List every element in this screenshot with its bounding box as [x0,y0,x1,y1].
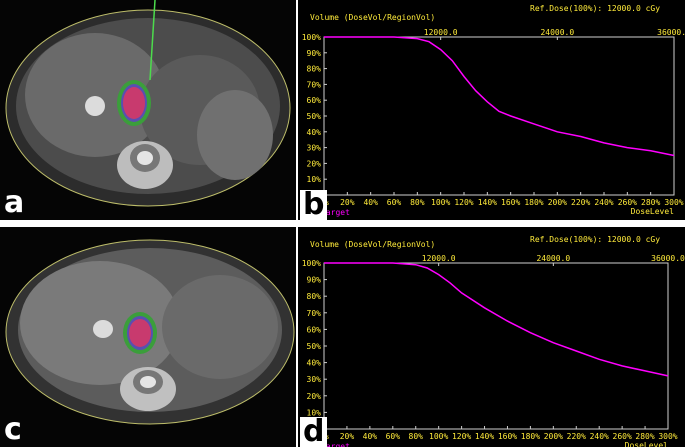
x-tick-label-b: 300% [664,198,683,207]
needle-trajectory-a [149,0,156,81]
y-tick-label-d: 60% [307,325,322,334]
ref-dose-b: Ref.Dose(100%): 12000.0 cGy [530,4,660,13]
x-tick-label-b: 80% [410,198,425,207]
top-tick-label-b: 36000.0 [657,28,685,37]
x-tick-label-b: 40% [363,198,378,207]
y-tick-label-b: 10% [307,175,322,184]
x-tick-label-d: 280% [635,432,654,441]
x-tick-label-d: 260% [613,432,632,441]
ct-image-a [0,0,296,220]
x-tick-label-d: 100% [429,432,448,441]
x-tick-label-d: 220% [567,432,586,441]
top-tick-label-b: 12000.0 [424,28,458,37]
xlabel-d: DoseLevel [625,441,669,447]
x-tick-label-b: 280% [641,198,660,207]
y-tick-label-b: 30% [307,144,322,153]
ct-image-c [0,227,296,447]
ct-panel-a: a [0,0,296,220]
x-tick-label-b: 260% [618,198,637,207]
x-tick-label-d: 120% [452,432,471,441]
dvh-line-target-d [324,262,669,377]
top-tick-label-d: 36000.0 [651,254,685,263]
ct-panel-c: c [0,227,296,447]
y-tick-label-d: 90% [307,276,322,285]
x-tick-label-d: 180% [521,432,540,441]
legend-label-d: target [321,442,350,447]
x-tick-label-d: 200% [544,432,563,441]
y-tick-label-b: 80% [307,65,322,74]
dvh-panel-b: Volume (DoseVol/RegionVol) Ref.Dose(100%… [298,0,685,220]
y-tick-label-d: 20% [307,392,322,401]
x-tick-label-d: 20% [340,432,355,441]
x-tick-label-d: 240% [590,432,609,441]
dvh-chart-b: Volume (DoseVol/RegionVol) Ref.Dose(100%… [302,4,685,217]
x-tick-label-d: 140% [475,432,494,441]
dvh-panel-d: Volume (DoseVol/RegionVol) Ref.Dose(100%… [298,227,685,447]
top-tick-label-d: 12000.0 [422,254,456,263]
y-tick-label-b: 20% [307,159,322,168]
plot-frame-b [323,36,675,196]
xlabel-b: DoseLevel [631,207,675,216]
x-tick-label-d: 80% [409,432,424,441]
top-tick-label-d: 24000.0 [536,254,570,263]
x-tick-label-b: 120% [454,198,473,207]
y-tick-label-b: 100% [302,33,321,42]
x-tick-label-b: 20% [340,198,355,207]
y-tick-label-d: 50% [307,342,322,351]
legend-label-b: target [321,208,350,217]
y-tick-label-d: 80% [307,292,322,301]
y-tick-label-d: 70% [307,309,322,318]
dvh-chart-d: Volume (DoseVol/RegionVol) Ref.Dose(100%… [302,235,685,447]
y-tick-label-d: 40% [307,359,322,368]
x-tick-label-d: 40% [363,432,378,441]
panel-label-c: c [4,412,22,447]
x-tick-label-b: 180% [524,198,543,207]
x-tick-label-b: 60% [387,198,402,207]
y-tick-label-d: 100% [302,259,321,268]
x-tick-label-b: 200% [548,198,567,207]
x-tick-label-b: 240% [594,198,613,207]
ref-dose-d: Ref.Dose(100%): 12000.0 cGy [530,235,660,244]
ylabel-b: Volume (DoseVol/RegionVol) [310,13,435,22]
panel-label-b: b [300,190,328,220]
ylabel-d: Volume (DoseVol/RegionVol) [310,240,435,249]
x-tick-label-b: 140% [478,198,497,207]
x-tick-label-d: 160% [498,432,517,441]
y-tick-label-b: 70% [307,80,322,89]
x-tick-label-d: 60% [386,432,401,441]
x-tick-label-b: 100% [431,198,450,207]
panel-label-d: d [300,417,328,447]
panel-label-a: a [4,185,25,220]
y-tick-label-b: 60% [307,96,322,105]
dvh-line-target-b [324,36,675,157]
x-tick-label-b: 160% [501,198,520,207]
top-tick-label-b: 24000.0 [540,28,574,37]
x-tick-label-b: 220% [571,198,590,207]
y-tick-label-b: 50% [307,112,322,121]
x-tick-label-d: 300% [658,432,677,441]
y-tick-label-b: 40% [307,128,322,137]
y-tick-label-d: 30% [307,375,322,384]
y-tick-label-d: 10% [307,408,322,417]
y-tick-label-b: 90% [307,49,322,58]
plot-frame-d [323,262,669,430]
